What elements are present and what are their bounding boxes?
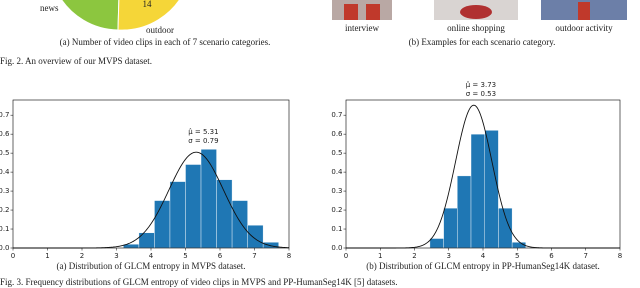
annotation: σ = 0.79 xyxy=(188,137,218,145)
y-tick-label: 0.1 xyxy=(331,225,342,233)
x-tick-label: 6 xyxy=(218,252,223,260)
annotation: μ̂ = 5.31 xyxy=(188,128,218,136)
x-tick-label: 4 xyxy=(481,252,486,260)
example-image xyxy=(344,4,358,20)
example-label: interview xyxy=(345,23,379,33)
x-tick-label: 3 xyxy=(447,252,451,260)
bar xyxy=(154,200,171,249)
x-tick-label: 4 xyxy=(149,252,154,260)
bar xyxy=(185,164,202,249)
annotation: σ = 0.53 xyxy=(466,90,496,98)
x-tick-label: 6 xyxy=(549,252,554,260)
x-tick-label: 2 xyxy=(80,252,84,260)
bar xyxy=(457,175,472,249)
example-label: online shopping xyxy=(447,23,505,33)
y-tick-label: 0.7 xyxy=(331,111,342,119)
pie-slice xyxy=(117,0,180,31)
pie-label: 14 xyxy=(143,0,153,9)
bar xyxy=(429,238,444,249)
bar xyxy=(247,225,264,249)
y-tick-label: 0.2 xyxy=(0,206,10,214)
example-image xyxy=(366,4,380,20)
x-tick-label: 0 xyxy=(11,252,15,260)
bar xyxy=(484,130,499,249)
y-tick-label: 0.1 xyxy=(0,225,10,233)
bar xyxy=(216,179,233,249)
y-tick-label: 0.3 xyxy=(331,187,342,195)
x-tick-label: 1 xyxy=(45,252,49,260)
y-tick-label: 0.5 xyxy=(331,149,342,157)
caption: (b) Examples for each scenario category. xyxy=(409,37,556,47)
x-tick-label: 7 xyxy=(252,252,256,260)
y-tick-label: 0.4 xyxy=(0,168,10,176)
annotation: μ̂ = 3.73 xyxy=(466,81,496,89)
figure-caption: Fig. 2. An overview of our MVPS dataset. xyxy=(0,56,152,66)
y-tick-label: 0.2 xyxy=(331,206,342,214)
pie-label: outdoor xyxy=(146,25,174,35)
x-tick-label: 1 xyxy=(378,252,382,260)
y-tick-label: 0.3 xyxy=(0,187,10,195)
caption: (a) Number of video clips in each of 7 s… xyxy=(60,37,271,47)
example-image xyxy=(460,5,492,19)
bar xyxy=(470,133,485,249)
y-tick-label: 0.5 xyxy=(0,149,10,157)
x-tick-label: 0 xyxy=(344,252,348,260)
caption: (b) Distribution of GLCM entropy in PP-H… xyxy=(366,261,599,271)
pie-label: news xyxy=(40,3,59,13)
bar xyxy=(231,200,248,249)
x-tick-label: 5 xyxy=(183,252,187,260)
y-tick-label: 0.4 xyxy=(331,168,343,176)
bar xyxy=(169,181,186,249)
figure-caption: Fig. 3. Frequency distributions of GLCM … xyxy=(0,277,397,287)
example-image xyxy=(332,0,392,20)
x-tick-label: 8 xyxy=(287,252,291,260)
bar xyxy=(200,149,217,249)
example-label: outdoor activity xyxy=(555,23,613,33)
x-tick-label: 5 xyxy=(515,252,519,260)
y-tick-label: 0.7 xyxy=(0,111,10,119)
x-tick-label: 7 xyxy=(584,252,588,260)
pie-slice xyxy=(61,0,120,31)
x-tick-label: 3 xyxy=(114,252,118,260)
x-tick-label: 2 xyxy=(412,252,416,260)
y-tick-label: 0.6 xyxy=(0,130,10,138)
bar xyxy=(443,207,458,249)
y-tick-label: 0.0 xyxy=(0,244,10,252)
example-image xyxy=(578,2,590,20)
caption: (a) Distribution of GLCM entropy in MVPS… xyxy=(57,261,246,271)
y-tick-label: 0.0 xyxy=(331,244,342,252)
x-tick-label: 8 xyxy=(618,252,622,260)
y-tick-label: 0.6 xyxy=(331,130,343,138)
